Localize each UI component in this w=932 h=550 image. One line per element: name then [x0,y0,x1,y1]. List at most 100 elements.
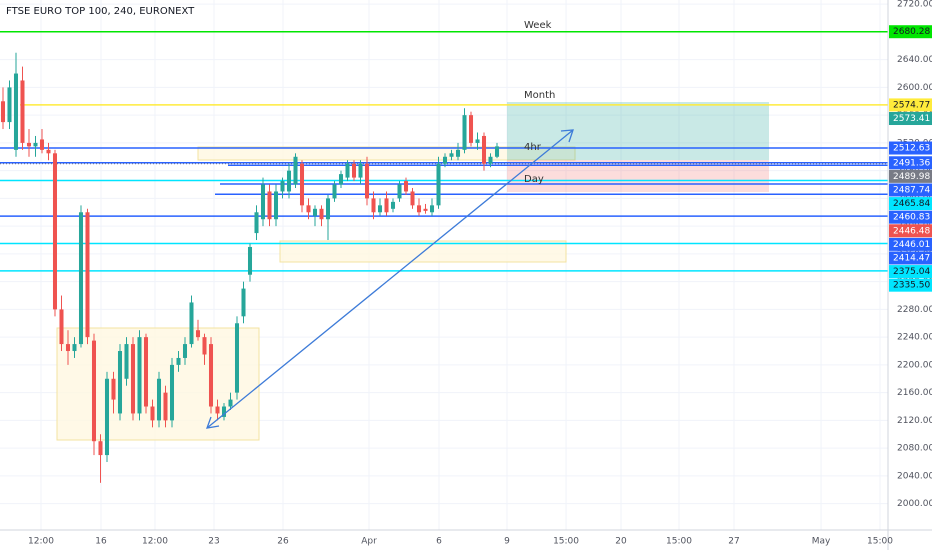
candle-body [273,191,279,220]
candle-body [332,184,337,199]
candle-body [488,156,493,164]
candle-body [0,101,6,123]
candle-body [91,340,97,442]
levels [0,30,888,272]
x-tick-label: Apr [361,537,377,547]
level-label-bg [889,210,932,224]
candle-body [85,212,90,338]
level-label-bg [889,156,932,170]
annotations: Week Month 4hr Day [524,20,555,185]
candle-body [20,80,25,143]
level-label: 2512.63 [893,144,930,154]
candle-body [312,208,318,216]
candle-body [13,73,19,150]
level-label-bg [889,183,932,197]
candle-body [436,163,441,206]
candle-body [390,201,396,209]
candle-body [59,309,64,345]
candle-body [410,191,415,206]
candle-body [494,146,500,157]
candle-body [98,441,103,456]
candle-body [475,139,480,143]
candle-body [325,198,331,220]
x-tick-label: 15:00 [666,537,692,547]
y-tick-label: 2600.00 [897,83,932,93]
candle-body [195,330,201,338]
x-tick-label: 20 [615,537,627,547]
candle-body [228,399,233,407]
candle-body [260,184,266,220]
x-tick-label: 16 [95,537,107,547]
candle-body [455,149,461,157]
x-tick-label: 12:00 [142,537,168,547]
candle-body [111,378,116,400]
candle-body [137,337,142,414]
candle-body [338,174,344,185]
candle-body [150,406,155,421]
candle-body [449,153,454,157]
x-tick-label: 27 [728,537,739,547]
candle-body [481,135,487,164]
candle-body [163,392,168,421]
annotation: Week [524,20,552,31]
annotation: 4hr [524,142,542,153]
candle-body [377,205,383,213]
candle-body [52,153,58,310]
zone [197,146,576,161]
y-tick-label: 2160.00 [897,388,932,398]
candle-body [299,163,305,206]
y-tick-label: 2000.00 [897,499,932,509]
level-label-bg [889,169,932,183]
candle-body [364,163,370,199]
level-labels: 2680.28 2574.77 2573.41 2512.63 2491.36 2489.… [889,25,932,292]
level-label: 2446.01 [893,240,930,250]
level-label: 2375.04 [893,267,930,277]
candle-body [182,344,188,358]
candle-body [280,181,285,192]
level-label: 2335.50 [893,281,930,291]
candle-body [241,288,246,317]
candle-body [156,378,162,421]
profit-zone [507,102,769,160]
candle-body [33,142,38,147]
level-label: 2489.98 [893,172,930,182]
candle-body [202,337,207,355]
candle-body [254,212,259,234]
candle-body [351,163,357,178]
candle-body [72,344,77,352]
candle-body [26,142,32,147]
y-tick-label: 2120.00 [897,416,932,426]
x-tick-label: 26 [277,537,289,547]
y-tick-label: 2280.00 [897,305,932,315]
candle-body [78,212,84,345]
level-label-bg [889,141,932,155]
candle-body [234,323,240,393]
candle-body [215,406,220,414]
candle-body [39,139,45,150]
candle-body [306,205,311,213]
y-tick-label: 2200.00 [897,360,932,370]
candle-body [267,191,272,220]
level-label-bg [889,251,932,265]
x-tick-label: 23 [208,537,219,547]
level-label: 2465.84 [893,199,930,209]
candle-body [429,205,435,213]
trend-arrow [206,129,574,429]
level-label-bg [889,25,932,39]
candle-body [345,163,350,178]
y-tick-label: 2640.00 [897,55,932,65]
x-tick-label: 12:00 [28,537,54,547]
x-tick-label: 9 [504,537,510,547]
candle-body [286,170,292,192]
candle-body [371,198,376,213]
annotation: Day [524,174,544,185]
candle-body [423,208,428,211]
candle-body [130,344,136,414]
level-label: 2491.36 [893,158,930,168]
level-label: 2680.28 [893,27,930,37]
candle-body [403,181,409,192]
candle-body [104,378,110,456]
level-label-bg [889,265,932,279]
